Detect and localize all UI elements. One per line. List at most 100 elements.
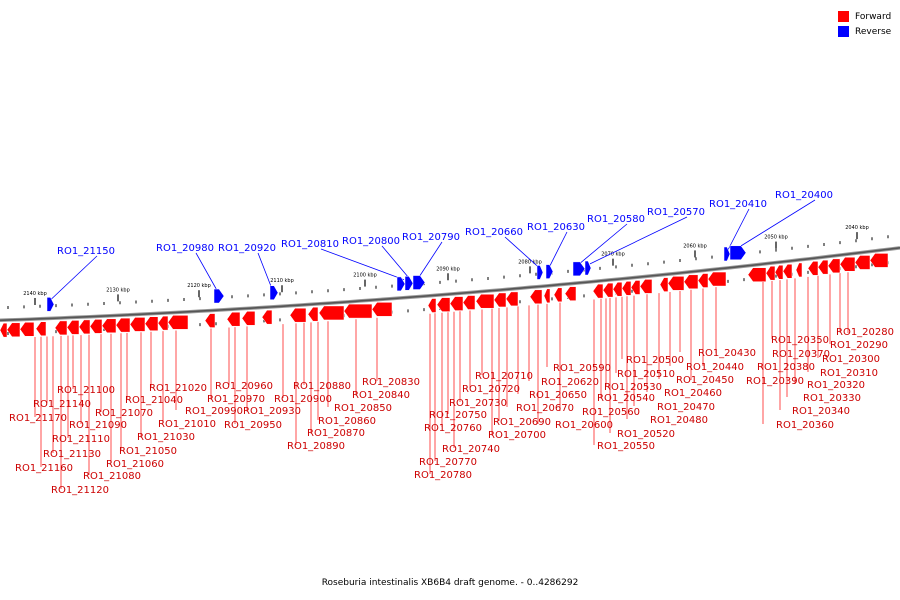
reverse-gene [584,260,592,276]
forward-gene-label: RO1_20550 [597,441,655,452]
forward-gene-label: RO1_21040 [125,395,183,406]
forward-gene [343,303,373,319]
forward-gene [144,316,159,331]
forward-gene [683,274,699,290]
tick-label: 2090 kbp [436,266,460,272]
forward-gene [807,261,819,276]
forward-gene [630,280,641,295]
forward-gene [795,262,803,278]
forward-gene [697,273,709,288]
forward-gene-label: RO1_21160 [15,463,73,474]
reverse-gene-label: RO1_20810 [281,239,339,250]
forward-gene [204,313,216,328]
reverse-leader [417,241,443,279]
tick-label: 2100 kbp [353,273,377,279]
forward-gene [157,315,169,331]
reverse-leader [577,223,628,266]
tick-label: 2070 kbp [601,252,625,258]
reverse-gene-label: RO1_20920 [218,243,276,254]
forward-gene [6,322,21,338]
forward-gene-label: RO1_21130 [43,449,101,460]
reverse-gene [404,276,414,291]
forward-gene-label: RO1_20600 [555,420,613,431]
forward-gene-label: RO1_20510 [617,369,675,380]
forward-gene-label: RO1_21030 [137,432,195,443]
forward-gene-label: RO1_20890 [287,441,345,452]
tick-label: 2050 kbp [764,235,788,241]
forward-gene [66,320,80,335]
tick-label: 2080 kbp [518,259,542,265]
forward-gene-label: RO1_20560 [582,407,640,418]
forward-gene [261,309,273,325]
reverse-leader [589,216,688,265]
forward-gene [101,318,117,334]
forward-gene-label: RO1_20740 [442,444,500,455]
forward-gene-label: RO1_20840 [352,390,410,401]
reverse-gene-label: RO1_20580 [587,214,645,225]
forward-gene-label: RO1_20290 [830,340,888,351]
forward-gene-label: RO1_20380 [757,362,815,373]
forward-gene-label: RO1_20760 [424,423,482,434]
reverse-gene [723,246,731,262]
reverse-gene [396,276,406,292]
forward-gene-label: RO1_20450 [676,375,734,386]
legend-forward-label: Forward [855,11,892,22]
forward-gene [659,277,669,292]
forward-gene-label: RO1_20470 [657,402,715,413]
forward-gene [529,289,543,305]
reverse-leader [727,208,750,251]
forward-gene-label: RO1_20360 [776,420,834,431]
forward-gene-label: RO1_20440 [686,362,744,373]
reverse-gene [536,265,544,280]
backbone-line [0,247,900,322]
forward-gene-label: RO1_21090 [69,420,127,431]
reverse-gene [572,261,586,277]
forward-swatch [838,11,849,22]
forward-gene-label: RO1_20700 [488,430,546,441]
reverse-gene [46,297,55,312]
reverse-gene-label: RO1_20400 [775,190,833,201]
forward-gene-label: RO1_20780 [414,470,472,481]
forward-gene [817,259,829,275]
tick-label: 2130 kbp [106,287,130,293]
reverse-gene [729,245,747,261]
forward-gene-label: RO1_20390 [746,376,804,387]
reverse-leader [49,255,98,301]
forward-gene [592,283,604,299]
forward-gene-label: RO1_20500 [626,355,684,366]
legend-forward: Forward [838,9,891,24]
forward-gene [493,292,507,308]
tick-label: 2120 kbp [187,283,211,289]
forward-gene [78,319,91,335]
forward-gene-label: RO1_21020 [149,383,207,394]
forward-gene [54,320,68,336]
forward-gene-label: RO1_20300 [822,354,880,365]
forward-gene [621,281,632,296]
tick-label: 2060 kbp [683,243,707,249]
forward-gene [289,307,307,323]
reverse-gene-label: RO1_20410 [709,199,767,210]
reverse-leader [548,231,568,268]
forward-gene-label: RO1_20650 [529,390,587,401]
forward-gene-label: RO1_21010 [158,419,216,430]
forward-gene-label: RO1_21110 [52,434,110,445]
forward-gene-label: RO1_20750 [429,410,487,421]
forward-gene-label: RO1_20590 [553,363,611,374]
forward-gene-label: RO1_20900 [274,394,332,405]
reverse-leader [195,252,219,293]
forward-gene [427,298,437,313]
forward-gene [371,302,393,317]
forward-gene-label: RO1_20950 [224,420,282,431]
forward-gene-label: RO1_20730 [449,398,507,409]
forward-gene [318,305,345,321]
forward-gene-label: RO1_20850 [334,403,392,414]
forward-gene-label: RO1_20530 [604,382,662,393]
reverse-gene-label: RO1_20980 [156,243,214,254]
genome-caption: Roseburia intestinalis XB6B4 draft genom… [321,578,579,588]
forward-gene-label: RO1_20620 [541,377,599,388]
forward-gene [667,276,685,291]
forward-gene-label: RO1_20710 [475,371,533,382]
reverse-gene-label: RO1_20790 [402,232,460,243]
forward-gene-label: RO1_20370 [772,349,830,360]
forward-gene-label: RO1_20720 [462,384,520,395]
